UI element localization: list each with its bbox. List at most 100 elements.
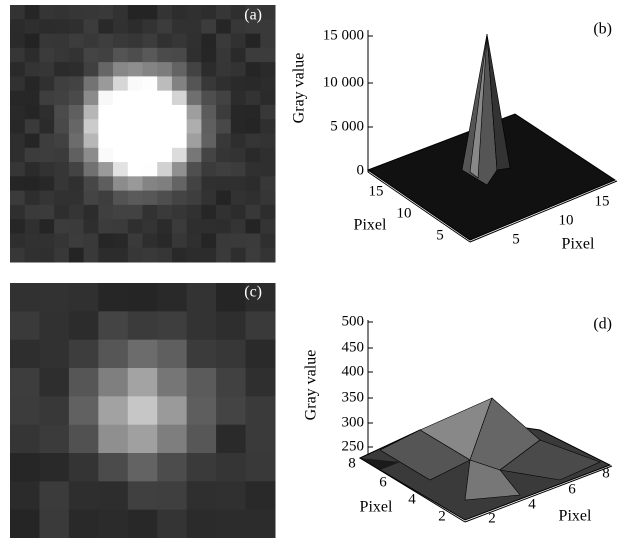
pixel: [10, 5, 25, 20]
pixel: [246, 205, 261, 220]
pixel: [98, 148, 113, 163]
pixel: [157, 453, 187, 482]
pixel: [84, 105, 99, 120]
pixel: [54, 62, 69, 77]
pixel: [143, 62, 158, 77]
pixel: [113, 5, 128, 20]
pixel: [201, 19, 216, 34]
pixel: [39, 5, 54, 20]
pixel: [39, 311, 69, 340]
pixel: [10, 19, 25, 34]
pixel: [157, 481, 187, 510]
pixel: [231, 62, 246, 77]
pixel: [246, 425, 276, 454]
pixel: [113, 34, 128, 49]
pixel: [113, 62, 128, 77]
pixel: [172, 148, 187, 163]
pixel: [69, 425, 99, 454]
pixel: [54, 248, 69, 263]
pixel: [84, 148, 99, 163]
pixel: [69, 134, 84, 149]
pixel: [216, 425, 246, 454]
pixel: [201, 62, 216, 77]
pixel: [98, 340, 128, 369]
pixel: [69, 105, 84, 120]
pixel: [216, 91, 231, 106]
pixel: [10, 162, 25, 177]
pixel: [246, 48, 261, 63]
pixel: [231, 248, 246, 263]
pixel: [172, 119, 187, 134]
pixel: [25, 176, 40, 191]
pixel: [260, 5, 275, 20]
pixel: [231, 134, 246, 149]
pixel: [172, 233, 187, 248]
pixel: [39, 248, 54, 263]
pixel: [231, 219, 246, 234]
pixel: [157, 162, 172, 177]
pixel: [246, 248, 261, 263]
pixel: [113, 176, 128, 191]
pixel: [216, 76, 231, 91]
pixel: [157, 76, 172, 91]
left-tick-label: 8: [348, 455, 356, 471]
pixel: [246, 62, 261, 77]
pixel: [172, 176, 187, 191]
pixel: [54, 5, 69, 20]
pixel: [246, 510, 276, 538]
pixel: [25, 34, 40, 49]
pixel: [113, 119, 128, 134]
pixel: [157, 34, 172, 49]
pixel: [172, 134, 187, 149]
pixel: [216, 62, 231, 77]
pixel: [84, 219, 99, 234]
pixel: [25, 148, 40, 163]
pixel: [10, 481, 40, 510]
pixel: [98, 233, 113, 248]
pixel: [39, 162, 54, 177]
pixel: [69, 248, 84, 263]
pixel: [216, 134, 231, 149]
pixel: [39, 134, 54, 149]
pixel: [128, 233, 143, 248]
pixel: [10, 283, 40, 312]
pixel: [260, 176, 275, 191]
left-axis-label: Pixel: [360, 499, 393, 516]
pixel: [10, 76, 25, 91]
pixel: [216, 191, 231, 206]
pixel: [54, 176, 69, 191]
pixel: [10, 134, 25, 149]
pixel: [113, 91, 128, 106]
right-tick-label: 6: [568, 481, 576, 497]
pixel: [260, 91, 275, 106]
pixel: [201, 191, 216, 206]
pixel: [54, 191, 69, 206]
pixel: [216, 119, 231, 134]
pixel: [143, 176, 158, 191]
pixel: [113, 219, 128, 234]
pixel: [201, 48, 216, 63]
pixel: [128, 219, 143, 234]
left-tick-label: 15: [369, 183, 384, 199]
pixel: [25, 76, 40, 91]
pixel: [231, 191, 246, 206]
pixel: [143, 76, 158, 91]
pixel: [143, 34, 158, 49]
pixel: [260, 48, 275, 63]
pixel: [54, 91, 69, 106]
pixel: [98, 119, 113, 134]
left-tick-label: 4: [408, 491, 416, 507]
pixel: [172, 105, 187, 120]
pixel: [260, 162, 275, 177]
pixel: [98, 48, 113, 63]
pixel: [187, 176, 202, 191]
pixel: [201, 248, 216, 263]
pixel: [39, 481, 69, 510]
pixel: [10, 48, 25, 63]
pixel: [187, 134, 202, 149]
pixel: [84, 134, 99, 149]
pixel: [25, 62, 40, 77]
pixel: [54, 162, 69, 177]
pixel: [260, 119, 275, 134]
pixel: [98, 134, 113, 149]
